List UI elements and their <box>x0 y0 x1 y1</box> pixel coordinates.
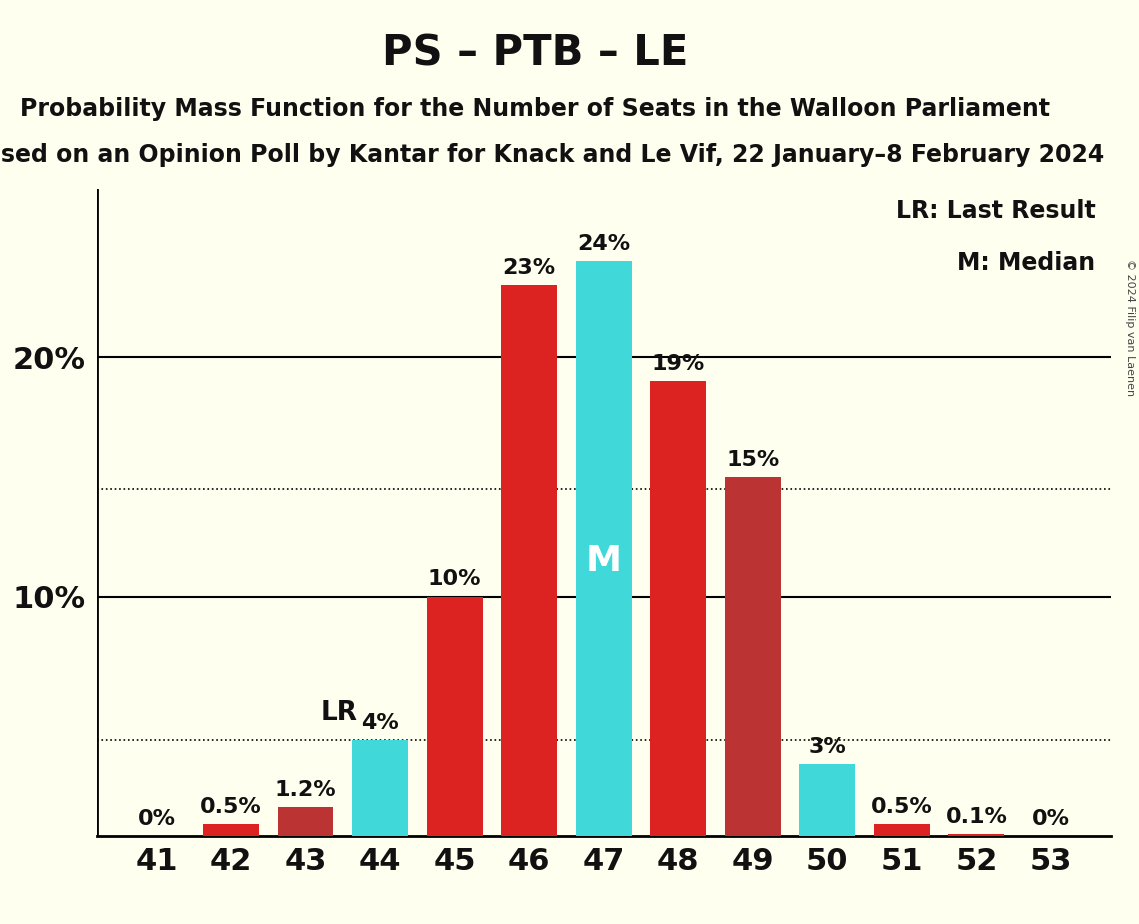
Bar <box>278 808 334 836</box>
Text: Probability Mass Function for the Number of Seats in the Walloon Parliament: Probability Mass Function for the Number… <box>21 97 1050 121</box>
Bar <box>352 740 408 836</box>
Text: 24%: 24% <box>577 234 630 254</box>
Text: 0.1%: 0.1% <box>945 807 1007 827</box>
Text: 10%: 10% <box>428 569 482 590</box>
Text: 3%: 3% <box>809 737 846 757</box>
Text: 0%: 0% <box>138 809 175 829</box>
Bar <box>650 381 706 836</box>
Bar <box>800 764 855 836</box>
Bar <box>501 286 557 836</box>
Text: LR: LR <box>320 700 358 726</box>
Text: LR: Last Result: LR: Last Result <box>895 199 1096 223</box>
Bar <box>874 824 929 836</box>
Text: M: M <box>585 543 622 578</box>
Bar <box>427 597 483 836</box>
Text: Based on an Opinion Poll by Kantar for Knack and Le Vif, 22 January–8 February 2: Based on an Opinion Poll by Kantar for K… <box>0 143 1104 167</box>
Text: 0%: 0% <box>1032 809 1070 829</box>
Text: 23%: 23% <box>502 258 556 278</box>
Text: 4%: 4% <box>361 713 399 734</box>
Text: PS – PTB – LE: PS – PTB – LE <box>383 32 688 74</box>
Bar <box>203 824 259 836</box>
Text: 19%: 19% <box>652 354 705 374</box>
Text: 15%: 15% <box>727 450 779 469</box>
Bar <box>724 477 780 836</box>
Text: © 2024 Filip van Laenen: © 2024 Filip van Laenen <box>1125 259 1134 395</box>
Text: 0.5%: 0.5% <box>871 797 933 817</box>
Bar <box>575 261 632 836</box>
Text: 0.5%: 0.5% <box>200 797 262 817</box>
Bar <box>949 833 1005 836</box>
Text: 1.2%: 1.2% <box>274 780 336 800</box>
Text: M: Median: M: Median <box>957 250 1096 274</box>
